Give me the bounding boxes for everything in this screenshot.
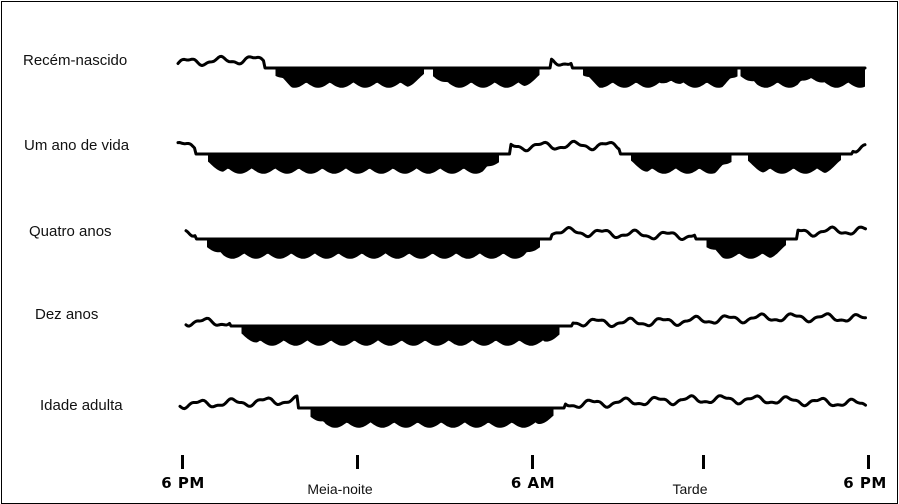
axis-tick-mark bbox=[531, 455, 534, 469]
row-label-newborn: Recém-nascido bbox=[23, 52, 128, 69]
sleep-period-fill bbox=[665, 68, 738, 88]
axis-tick-mark bbox=[356, 455, 359, 469]
sleep-trace-adult bbox=[178, 394, 867, 428]
wake-line bbox=[178, 394, 867, 411]
sleep-period-fill bbox=[241, 326, 560, 346]
sleep-trace-ten-years bbox=[184, 312, 867, 346]
sleep-period-fill bbox=[809, 68, 865, 88]
sleep-period-fill bbox=[631, 154, 732, 174]
sleep-period-fill bbox=[706, 239, 786, 259]
sleep-period-fill bbox=[433, 68, 540, 88]
axis-tick-mark bbox=[181, 455, 184, 469]
axis-label-6pm-end: 6 PM bbox=[843, 474, 887, 492]
sleep-period-fill bbox=[748, 154, 841, 174]
sleep-period-fill bbox=[208, 154, 499, 174]
row-label-ten-years: Dez anos bbox=[35, 306, 99, 323]
wake-line bbox=[176, 139, 867, 156]
wake-line bbox=[184, 312, 867, 329]
axis-label-6pm-start: 6 PM bbox=[161, 474, 205, 492]
axis-tick-mark bbox=[702, 455, 705, 469]
axis-tick-mark bbox=[867, 455, 870, 469]
sleep-trace-one-year bbox=[176, 139, 867, 174]
axis-label-6am: 6 AM bbox=[510, 474, 556, 492]
sleep-period-fill bbox=[207, 239, 540, 259]
sleep-period-fill bbox=[583, 68, 676, 88]
axis-label-midnight: Meia-noite bbox=[307, 481, 373, 497]
wake-line bbox=[176, 54, 867, 70]
sleep-trace-newborn bbox=[176, 54, 867, 88]
wake-line bbox=[184, 225, 867, 241]
row-label-adult: Idade adulta bbox=[40, 397, 123, 414]
sleep-period-fill bbox=[310, 408, 554, 428]
axis-label-afternoon: Tarde bbox=[672, 481, 708, 497]
sleep-trace-four-years bbox=[184, 225, 867, 259]
row-label-four-years: Quatro anos bbox=[29, 223, 112, 240]
row-label-one-year: Um ano de vida bbox=[24, 137, 130, 154]
sleep-period-fill bbox=[740, 68, 814, 88]
sleep-period-fill bbox=[275, 68, 424, 88]
